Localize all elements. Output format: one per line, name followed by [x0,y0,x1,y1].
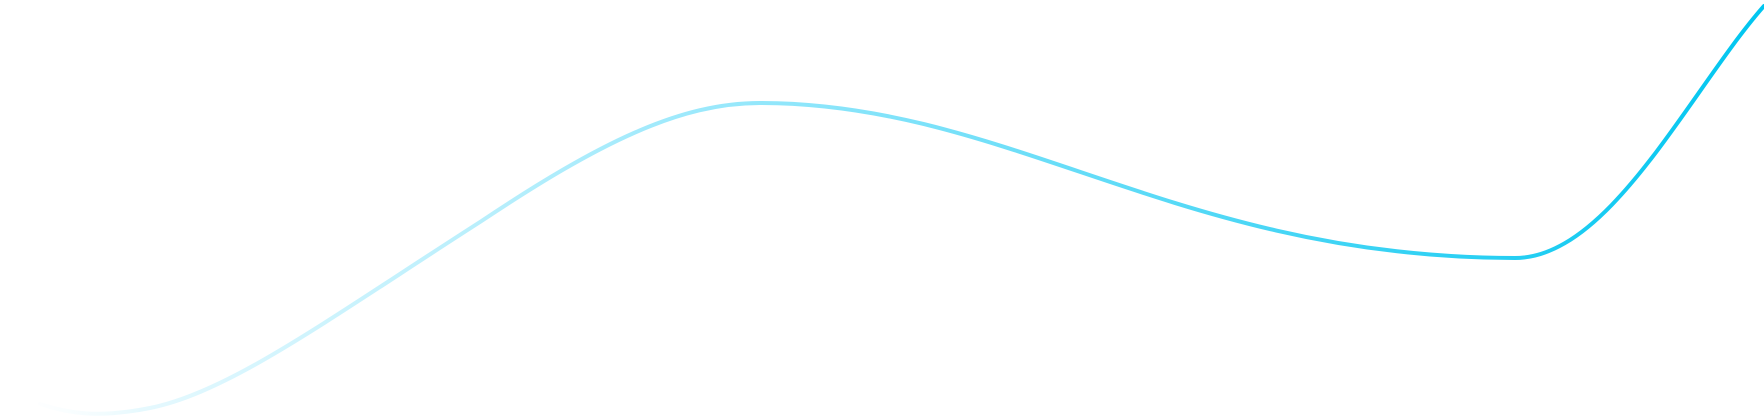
wave-line [38,4,1764,416]
